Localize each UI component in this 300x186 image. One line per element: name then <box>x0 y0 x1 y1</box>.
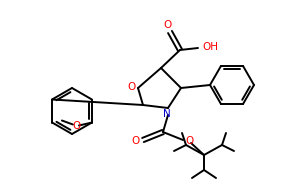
Text: O: O <box>73 121 81 131</box>
Text: O: O <box>132 136 140 146</box>
Text: OH: OH <box>202 42 218 52</box>
Text: O: O <box>127 82 135 92</box>
Text: O: O <box>185 136 193 146</box>
Text: O: O <box>163 20 171 30</box>
Text: N: N <box>163 109 171 119</box>
